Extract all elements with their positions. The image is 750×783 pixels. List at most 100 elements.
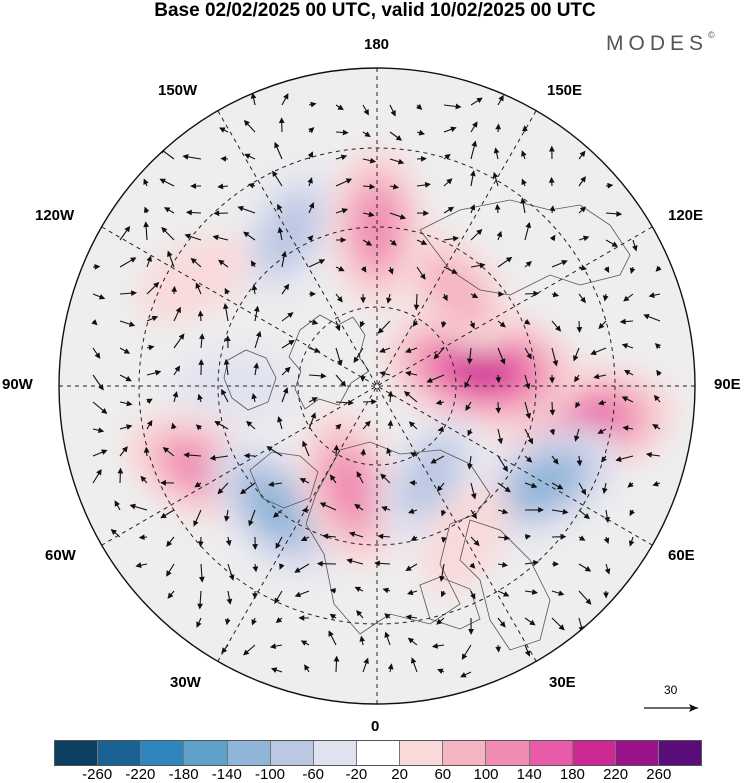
wind-arrow-head (556, 483, 564, 490)
colorbar-swatch-5 (270, 741, 314, 765)
wind-vectors (91, 92, 662, 678)
wind-arrow-head (576, 327, 583, 333)
wind-arrow-head (197, 310, 204, 317)
wind-arrow-head (405, 614, 412, 621)
wind-arrow-head (526, 456, 533, 463)
wind-arrow-head (314, 347, 321, 353)
wind-arrow-head (499, 621, 506, 628)
wind-arrow-head (341, 208, 349, 214)
wind-arrow-head (390, 109, 396, 117)
wind-arrow-head (561, 259, 568, 266)
wind-arrow-head (597, 399, 605, 406)
colorbar-swatch-7 (356, 741, 401, 765)
wind-arrow-head (409, 480, 416, 486)
wind-arrow-head (466, 358, 473, 365)
wind-arrow-head (125, 375, 132, 382)
wind-arrow-head (281, 250, 287, 258)
wind-arrow-head (269, 643, 277, 649)
wind-arrow-head (184, 233, 191, 240)
wind-arrow-head (298, 615, 305, 621)
wind-arrow-head (495, 123, 502, 130)
wind-arrow-head (209, 454, 216, 461)
wind-arrow-head (198, 358, 205, 365)
wind-arrow-head (423, 210, 430, 217)
colorbar-swatch-11 (529, 741, 573, 765)
wind-arrow-head (499, 358, 506, 365)
wind-arrow-head (198, 576, 205, 583)
wind-arrow-head (195, 424, 203, 431)
wind-arrow-head (240, 488, 247, 495)
colorbar-tick-label: 180 (559, 766, 585, 783)
wind-arrow-head (504, 534, 511, 541)
wind-arrow-head (336, 296, 343, 303)
wind-arrow-head (252, 566, 259, 573)
wind-arrow-head (320, 372, 327, 379)
wind-arrow-head (217, 183, 224, 190)
wind-arrow-head (451, 268, 458, 274)
wind-arrow-head (579, 535, 586, 541)
wind-arrow-head (274, 141, 280, 149)
wind-arrow-head (494, 203, 501, 210)
anomaly-contour-4-5 (452, 350, 511, 386)
wind-arrow-head (479, 262, 486, 269)
wind-arrow-head (501, 508, 509, 515)
wind-arrow-head (621, 343, 629, 349)
wind-arrow-head (465, 404, 471, 412)
wind-arrow-head (382, 587, 389, 594)
wind-arrow-head (319, 502, 327, 508)
wind-arrow-head (533, 290, 540, 297)
wind-arrow-head (464, 381, 470, 389)
wind-arrow-head (277, 416, 283, 423)
wind-arrow-head (648, 292, 655, 298)
wind-arrow-head (307, 151, 313, 158)
wind-arrow-head (381, 506, 388, 512)
colorbar-swatch-0 (55, 741, 99, 765)
wind-arrow-head (418, 129, 425, 136)
wind-arrow-head (643, 313, 650, 320)
wind-arrow-head (270, 667, 278, 673)
wind-arrow-head (471, 512, 477, 520)
wind-arrow-head (470, 493, 477, 500)
wind-arrow-head (461, 653, 468, 660)
wind-arrow-head (279, 563, 285, 570)
wind-arrow-head (521, 150, 527, 157)
colorbar-tick-label: -180 (168, 766, 199, 783)
wind-arrow-head (379, 347, 386, 353)
wind-arrow-head (172, 391, 179, 398)
wind-arrow-head (228, 574, 235, 581)
wind-arrow-head (387, 419, 394, 426)
wind-arrow-head (525, 221, 532, 229)
wind-arrow-head (282, 387, 289, 394)
wind-arrow-head (126, 400, 133, 407)
wind-arrow-head (311, 319, 319, 325)
wind-arrow-head (526, 353, 532, 360)
graticule (59, 68, 695, 704)
wind-arrow-head (226, 598, 233, 605)
wind-arrow-head (252, 544, 258, 551)
wind-arrow-head (392, 183, 400, 190)
wind-arrow-head (440, 321, 447, 329)
wind-arrow-head (469, 322, 475, 329)
wind-arrow-head (253, 305, 260, 312)
wind-arrow-head (655, 265, 662, 272)
wind-arrow-head (602, 295, 609, 302)
wind-arrow-head (354, 503, 361, 510)
wind-arrow-head (162, 447, 170, 453)
wind-arrow-head (146, 255, 152, 263)
wind-arrow-head (525, 412, 532, 420)
wind-arrow-head (359, 321, 366, 328)
wind-arrow-head (275, 542, 281, 549)
colorbar-swatch-10 (486, 741, 530, 765)
wind-arrow-head (476, 229, 483, 236)
wind-arrow-head (167, 250, 173, 258)
wind-arrow-head (237, 205, 244, 212)
wind-arrow-head (440, 510, 447, 517)
wind-arrow-head (558, 624, 565, 631)
wind-arrow-head (124, 225, 131, 233)
brand-registered-mark: © (708, 30, 715, 40)
wind-arrow-head (307, 177, 313, 184)
wind-arrow-head (387, 390, 394, 397)
wind-arrow-head (652, 424, 659, 430)
wind-arrow-head (101, 408, 108, 414)
wind-arrow-head (128, 321, 136, 327)
